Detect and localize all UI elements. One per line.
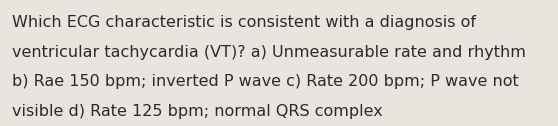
- Text: Which ECG characteristic is consistent with a diagnosis of: Which ECG characteristic is consistent w…: [12, 15, 477, 30]
- Text: ventricular tachycardia (VT)? a) Unmeasurable rate and rhythm: ventricular tachycardia (VT)? a) Unmeasu…: [12, 45, 526, 60]
- Text: b) Rae 150 bpm; inverted P wave c) Rate 200 bpm; P wave not: b) Rae 150 bpm; inverted P wave c) Rate …: [12, 74, 519, 89]
- Text: visible d) Rate 125 bpm; normal QRS complex: visible d) Rate 125 bpm; normal QRS comp…: [12, 104, 383, 119]
